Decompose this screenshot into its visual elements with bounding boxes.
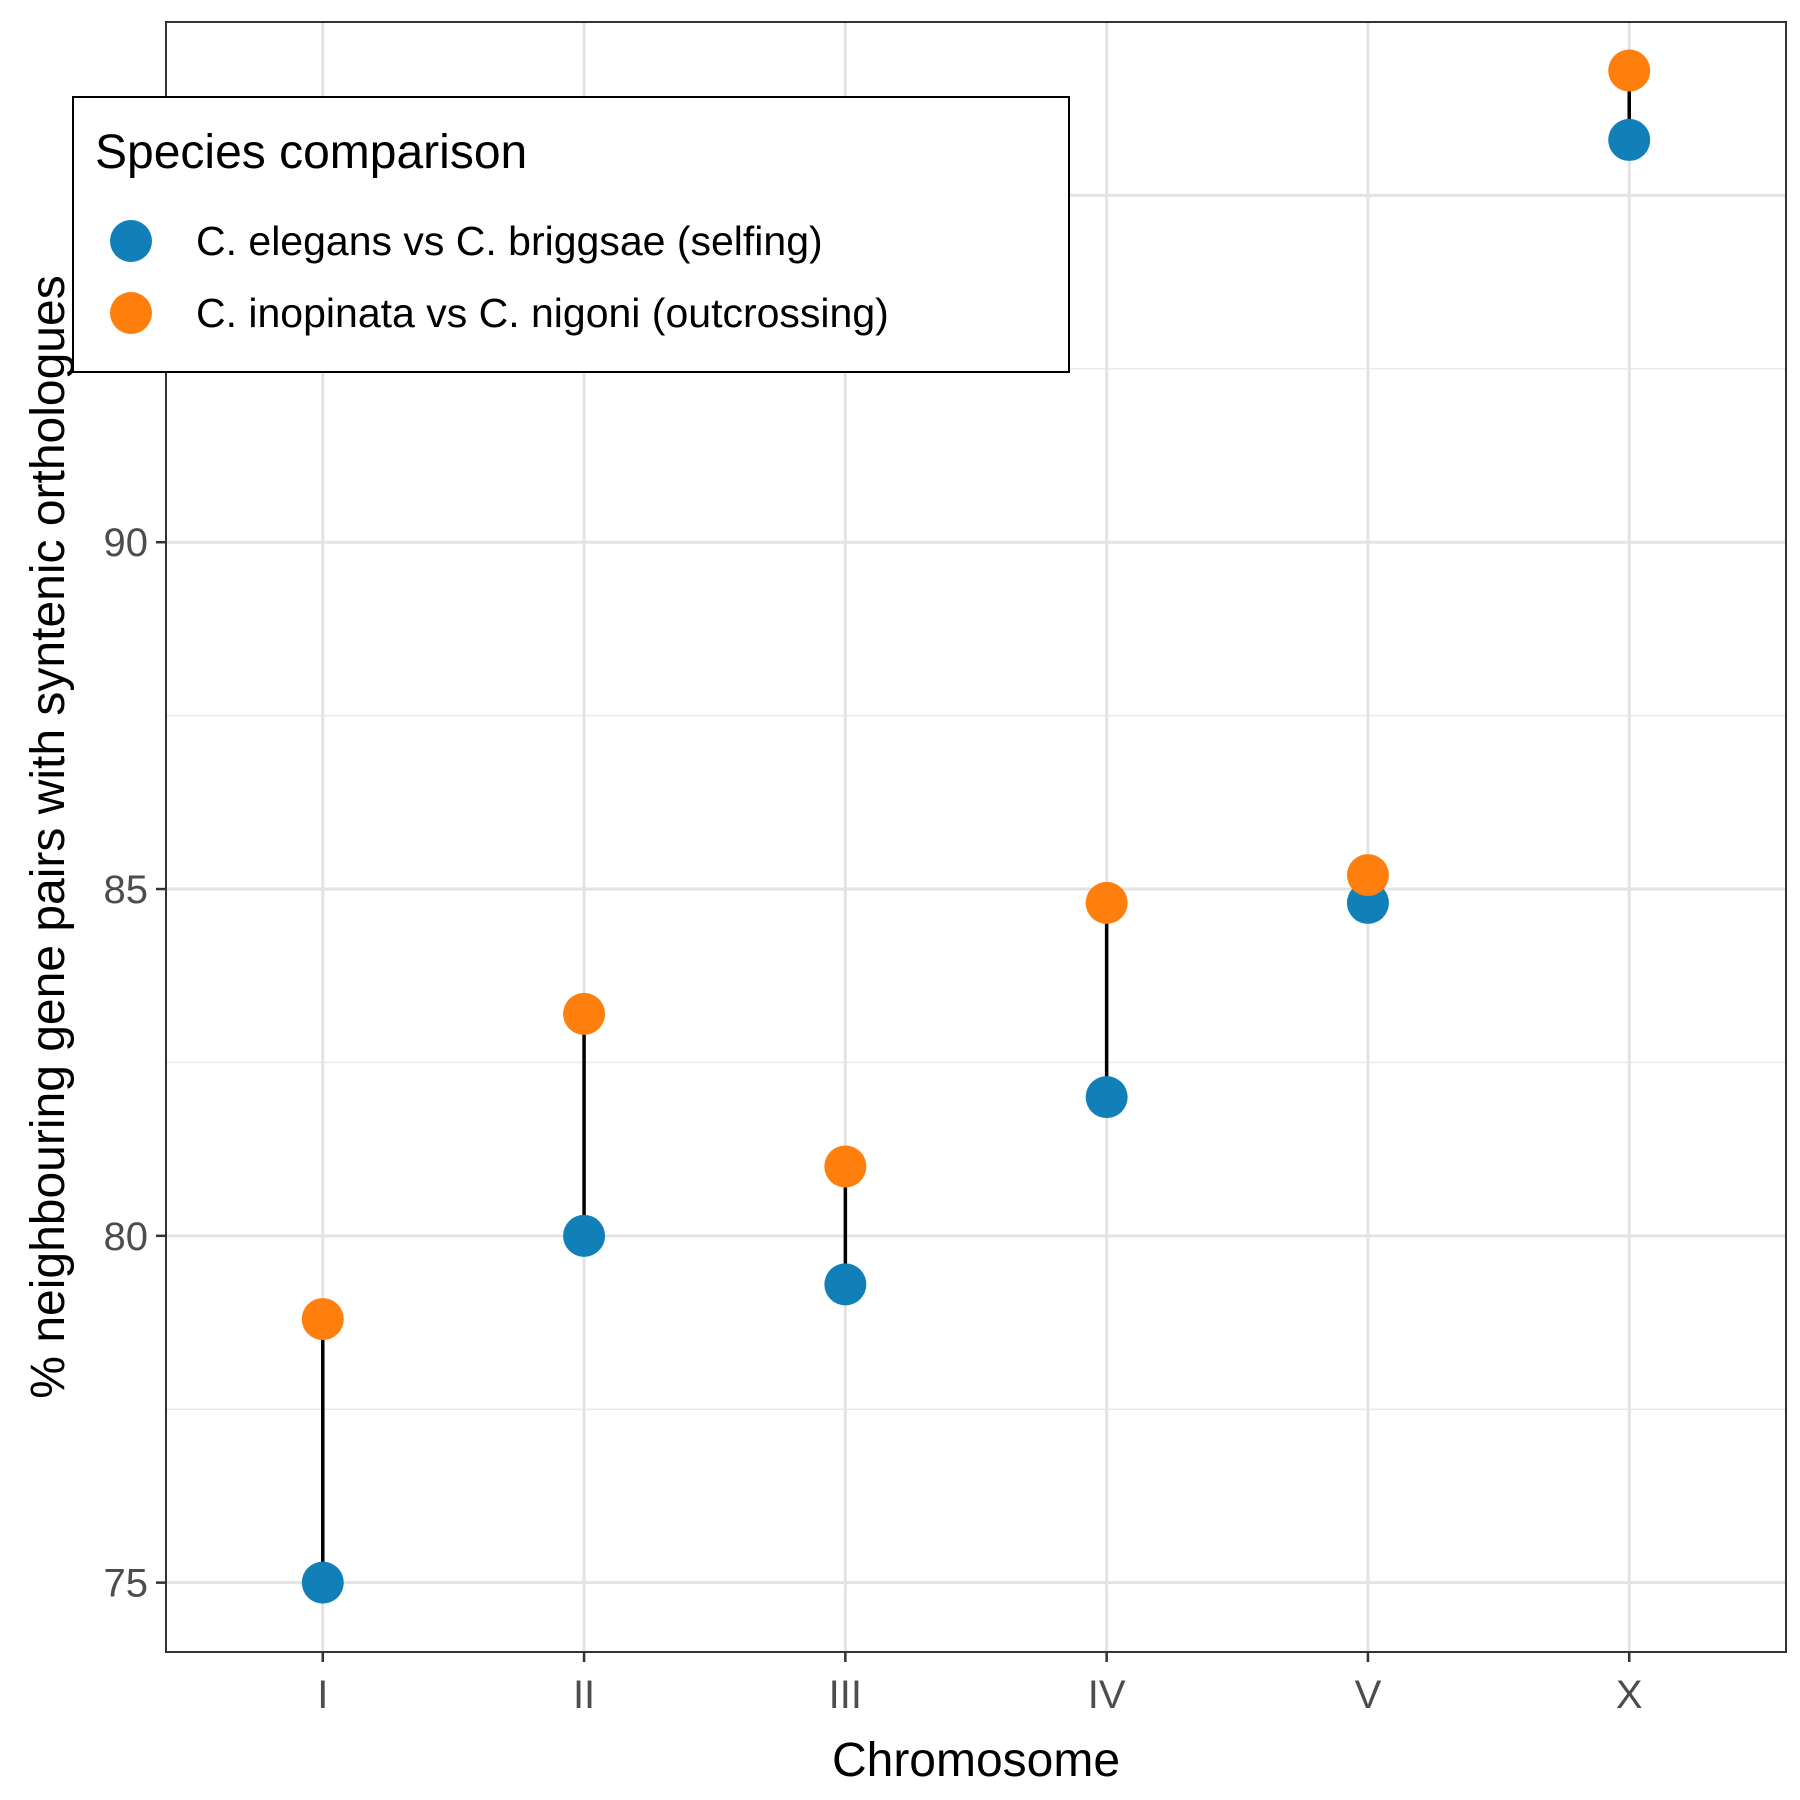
legend-items: C. elegans vs C. briggsae (selfing) C. in… — [110, 218, 889, 336]
x-tick-label: I — [317, 1673, 328, 1717]
y-tick-label: 80 — [104, 1215, 149, 1259]
x-tick-label: V — [1355, 1673, 1382, 1717]
legend-title: Species comparison — [95, 126, 527, 179]
point-outcrossing — [824, 1145, 867, 1188]
legend: Species comparison C. elegans vs C. brig… — [72, 96, 1070, 373]
legend-box — [72, 96, 1070, 373]
y-tick-label: 85 — [104, 868, 149, 912]
point-selfing — [301, 1561, 344, 1604]
point-outcrossing — [563, 992, 606, 1035]
x-axis-title: Chromosome — [832, 1734, 1120, 1787]
point-outcrossing — [1085, 881, 1128, 924]
legend-key-selfing — [110, 220, 152, 262]
y-axis-title: % neighbouring gene pairs with syntenic … — [22, 275, 75, 1398]
point-outcrossing — [301, 1298, 344, 1341]
point-selfing — [1608, 118, 1651, 161]
x-tick-label: IV — [1088, 1673, 1126, 1717]
point-selfing — [1085, 1076, 1128, 1119]
y-tick-label: 90 — [104, 521, 149, 565]
data-points — [301, 49, 1651, 1604]
legend-key-outcrossing — [110, 292, 152, 334]
panel-border — [165, 21, 1787, 1653]
x-tick-label: X — [1616, 1673, 1643, 1717]
point-selfing — [824, 1263, 867, 1306]
legend-label-selfing: C. elegans vs C. briggsae (selfing) — [196, 218, 823, 264]
point-outcrossing — [1346, 854, 1389, 897]
point-outcrossing — [1608, 49, 1651, 92]
x-tick-label: II — [573, 1673, 595, 1717]
legend-label-outcrossing: C. inopinata vs C. nigoni (outcrossing) — [196, 290, 889, 336]
x-tick-label: III — [829, 1673, 862, 1717]
point-selfing — [563, 1214, 606, 1257]
y-tick-label: 75 — [104, 1562, 149, 1606]
